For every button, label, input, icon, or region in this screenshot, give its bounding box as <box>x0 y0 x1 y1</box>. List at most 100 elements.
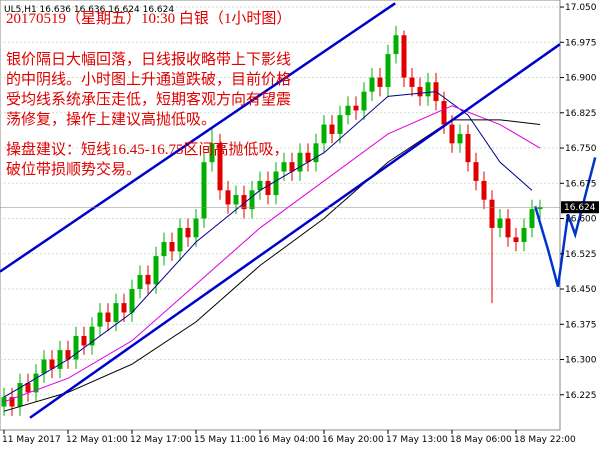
candle-body <box>241 195 247 210</box>
y-tick-label: 16.600 <box>565 215 597 225</box>
candle-body <box>81 336 87 346</box>
y-tick-label: 16.525 <box>565 250 597 260</box>
candle-body <box>329 124 335 134</box>
trend-line <box>534 157 597 287</box>
moving-average <box>3 119 541 412</box>
candle-body <box>97 312 103 327</box>
candle-body <box>281 162 287 172</box>
candle-body <box>345 105 351 116</box>
trend-line <box>29 43 561 419</box>
y-tick-label: 16.450 <box>565 285 597 295</box>
y-tick-label: 16.750 <box>565 144 597 154</box>
candle-body <box>185 227 191 238</box>
candle-body <box>505 218 511 238</box>
candle-body <box>137 274 143 290</box>
advice-line: 操盘建议：短线16.45-16.75区间高抛低吸， <box>6 140 289 158</box>
candle-body <box>297 152 303 172</box>
y-tick-label: 16.300 <box>565 356 597 366</box>
candle-body <box>33 373 39 393</box>
candle-body <box>361 91 367 111</box>
x-tick-label: 11 May 2017 <box>2 435 61 445</box>
candle-body <box>161 242 167 257</box>
candle-body <box>73 336 79 360</box>
trend-line <box>0 2 396 273</box>
candle-body <box>177 227 183 252</box>
candle-body <box>265 180 271 196</box>
candle-body <box>529 209 535 228</box>
candle-body <box>353 105 359 111</box>
candle-body <box>169 242 175 252</box>
candle-body <box>273 171 279 196</box>
candle-body <box>209 143 215 163</box>
candle-body <box>305 152 311 163</box>
candle-body <box>225 190 231 205</box>
candle-body <box>153 256 159 285</box>
candle-body <box>449 124 455 144</box>
y-tick-label: 16.825 <box>565 109 597 119</box>
candle-body <box>337 115 343 134</box>
x-tick-label: 17 May 13:00 <box>386 435 448 445</box>
candle-body <box>521 227 527 243</box>
moving-average <box>3 105 541 403</box>
y-tick-label: 16.375 <box>565 320 597 330</box>
x-tick-label: 15 May 11:00 <box>194 435 256 445</box>
y-tick-label: 16.675 <box>565 179 597 189</box>
candle-body <box>409 77 415 87</box>
candle-body <box>9 397 15 407</box>
candle-body <box>105 312 111 322</box>
candle-body <box>49 359 55 369</box>
y-tick-label: 16.900 <box>565 74 597 84</box>
y-tick-label: 16.975 <box>565 38 597 48</box>
candle-body <box>89 326 95 346</box>
candle-body <box>513 237 519 243</box>
candle-body <box>441 101 447 125</box>
candle-body <box>321 124 327 144</box>
candle-body <box>249 190 255 210</box>
x-tick-label: 18 May 06:00 <box>450 435 512 445</box>
advice-line: 破位带损顺势交易。 <box>6 160 141 178</box>
commentary-line: 银价隔日大幅回落，日线报收略带上下影线 <box>6 51 291 68</box>
commentary-line: 的中阴线。小时图上升通道跌破，目前价格 <box>6 71 291 88</box>
candle-body <box>17 383 23 407</box>
commentary-line: 受均线系统承压走低，短期客观方向有望震 <box>6 91 291 108</box>
candle-body <box>393 35 399 55</box>
x-tick-label: 12 May 17:00 <box>130 435 192 445</box>
candle-body <box>537 207 543 210</box>
candle-body <box>233 195 239 205</box>
y-tick-label: 17.050 <box>565 3 597 13</box>
candle-body <box>57 350 63 369</box>
plot-frame <box>0 0 561 431</box>
candle-body <box>417 86 423 97</box>
chart-title: 20170519（星期五）10:30 白银（1小时图） <box>6 10 291 27</box>
candle-body <box>129 289 135 313</box>
x-tick-label: 16 May 20:00 <box>322 435 384 445</box>
candle-body <box>489 199 495 228</box>
candle-body <box>145 274 151 285</box>
candle-body <box>193 218 199 238</box>
x-tick-label: 18 May 22:00 <box>514 435 576 445</box>
candle-body <box>289 162 295 172</box>
candle-body <box>377 77 383 87</box>
candle-body <box>201 162 207 219</box>
candle-body <box>425 82 431 97</box>
candle-body <box>65 350 71 360</box>
candle-body <box>465 133 471 163</box>
candle-body <box>497 218 503 228</box>
last-price-label: 16.624 <box>564 203 596 213</box>
candle-body <box>121 303 127 313</box>
last-price-box <box>561 201 599 214</box>
candle-body <box>385 54 391 87</box>
candle-body <box>473 162 479 181</box>
candle-body <box>481 180 487 200</box>
candle-body <box>457 133 463 144</box>
candle-body <box>217 143 223 191</box>
header: UL5,H1 16.636 16.636 16.624 16.624 <box>4 5 174 15</box>
candle-body <box>369 77 375 92</box>
candle-body <box>41 359 47 374</box>
x-tick-label: 16 May 04:00 <box>258 435 320 445</box>
x-tick-label: 12 May 01:00 <box>66 435 128 445</box>
candle-body <box>313 143 319 163</box>
candle-body <box>401 35 407 78</box>
